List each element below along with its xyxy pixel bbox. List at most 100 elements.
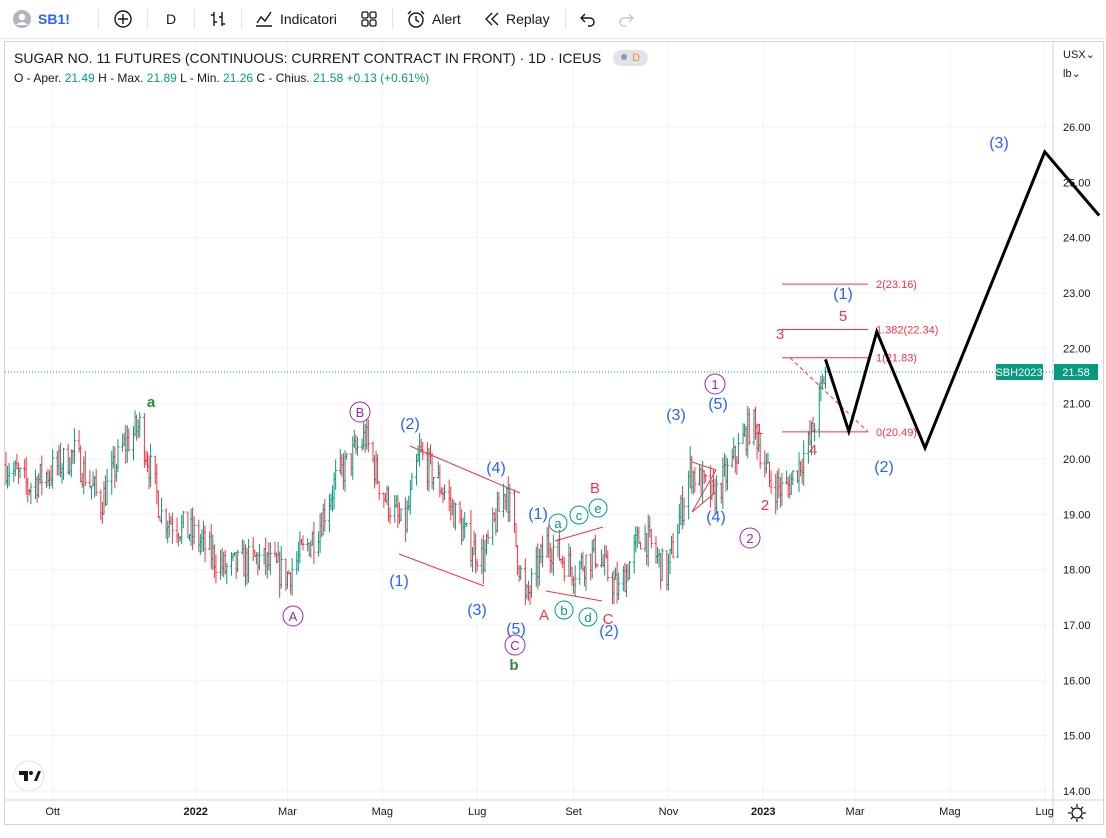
- ohlc-bar: [49, 465, 53, 487]
- wave-4-blue-b: (4): [706, 509, 726, 526]
- compare-button[interactable]: [113, 0, 133, 38]
- wave-b-green: b: [509, 657, 518, 674]
- ohlc-bar: [37, 473, 41, 498]
- ohlc-bar: [26, 477, 30, 503]
- alert-button[interactable]: Alert: [405, 0, 461, 38]
- ohlc-bar: [523, 558, 527, 606]
- chart-type-button[interactable]: [208, 0, 228, 38]
- ohlc-bar: [505, 486, 509, 513]
- ohlc-bar: [394, 495, 398, 508]
- ohlc-bar: [514, 523, 518, 548]
- ohlc-bar: [758, 434, 762, 469]
- ohlc-bar: [332, 472, 336, 510]
- ohlc-bar: [763, 450, 767, 478]
- ohlc-bar: [691, 470, 695, 495]
- ohlc-bar: [225, 562, 229, 585]
- ohlc-bar: [212, 544, 216, 579]
- ohlc-bar: [62, 447, 66, 480]
- ohlc-bar: [732, 437, 736, 460]
- time-tick-label: Ott: [45, 806, 60, 818]
- indicators-button[interactable]: Indicatori: [254, 0, 337, 38]
- replay-button[interactable]: Replay: [482, 0, 550, 38]
- wave-1-circle: [704, 373, 726, 395]
- ohlc-bar: [318, 513, 322, 553]
- undo-button[interactable]: [578, 0, 598, 38]
- ohlc-bar: [396, 494, 400, 529]
- interval-button[interactable]: D: [166, 0, 176, 38]
- wave-1-blue-a: (1): [389, 573, 409, 590]
- triangle-upper-line: [554, 526, 604, 542]
- ohlc-bar: [701, 460, 705, 503]
- ohlc-bar: [464, 522, 468, 528]
- wave-c-teal: c: [576, 508, 583, 523]
- ohlc-bar: [606, 550, 610, 582]
- price-tick-label: 19.00: [1063, 509, 1091, 521]
- settings-gear-icon[interactable]: [1068, 804, 1086, 822]
- ohlc-bar: [677, 504, 681, 534]
- ohlc-bar: [628, 560, 632, 580]
- wave-4-red: 4: [809, 442, 817, 459]
- close-value: 21.58: [313, 71, 344, 85]
- price-tick-label: 23.00: [1063, 288, 1091, 300]
- ohlc-bar: [399, 508, 403, 522]
- price-tick-label: 20.00: [1063, 454, 1091, 466]
- ohlc-bar: [483, 539, 487, 573]
- price-tick-label: 16.00: [1063, 675, 1091, 687]
- low-value: 21.26: [223, 71, 254, 85]
- ohlc-bar: [562, 557, 566, 582]
- ohlc-bar: [257, 543, 261, 571]
- redo-button[interactable]: [616, 0, 636, 38]
- ohlc-bar: [181, 510, 185, 529]
- ohlc-bar: [582, 565, 586, 587]
- ohlc-bar: [659, 553, 663, 590]
- chevron-down-icon: ⌄: [1071, 68, 1081, 80]
- symbol-name: SB1!: [38, 11, 70, 27]
- ohlc-bar: [567, 543, 571, 577]
- ohlc-bar: [649, 529, 653, 549]
- unit-selector[interactable]: lb⌄: [1063, 67, 1081, 80]
- wave-A-red: A: [539, 607, 549, 624]
- ohlc-bar: [234, 552, 238, 579]
- ohlc-bar: [301, 535, 305, 551]
- currency-selector[interactable]: USX⌄: [1063, 48, 1095, 61]
- ohlc-bar: [592, 538, 596, 553]
- ohlc-bar: [144, 450, 148, 465]
- ohlc-bar: [688, 446, 692, 489]
- ohlc-bar: [138, 412, 142, 438]
- last-price-tag[interactable]: SBH2023 21.58: [995, 364, 1098, 380]
- ohlc-bar: [329, 493, 333, 511]
- ohlc-bar: [666, 553, 670, 591]
- ohlc-bar: [474, 533, 478, 574]
- ohlc-bar: [279, 546, 283, 589]
- ohlc-bar: [438, 464, 442, 498]
- redo-icon: [619, 13, 634, 27]
- ohlc-bar: [6, 465, 10, 489]
- ohlc-bar: [702, 469, 706, 485]
- ohlc-bar: [51, 449, 55, 489]
- chevron-down-icon: ⌄: [1085, 49, 1095, 61]
- price-tick-label: 24.00: [1063, 233, 1091, 245]
- ohlc-bar: [747, 408, 751, 446]
- ohlc-bar: [558, 529, 562, 561]
- ohlc-bar: [201, 520, 205, 552]
- symbol-search[interactable]: SB1!: [12, 0, 70, 38]
- ohlc-bar: [568, 546, 572, 578]
- fib-level-label: 2(23.16): [876, 279, 917, 291]
- ohlc-bar: [430, 452, 434, 490]
- ohlc-bar: [638, 541, 642, 550]
- ohlc-bar: [469, 509, 473, 568]
- templates-button[interactable]: [359, 0, 379, 38]
- ohlc-bar: [331, 485, 335, 512]
- indicators-icon: [256, 11, 272, 27]
- ohlc-bar: [34, 469, 38, 500]
- ohlc-bar: [519, 565, 523, 581]
- ohlc-bar: [687, 470, 691, 520]
- wave-5-blue-a: (5): [506, 621, 526, 638]
- ohlc-bar: [276, 541, 280, 563]
- ohlc-bar: [247, 539, 251, 583]
- price-tag-value: 21.58: [1062, 367, 1090, 379]
- wave-b-teal: b: [560, 603, 567, 618]
- triangle-lower-line: [545, 590, 603, 602]
- ohlc-bar: [245, 547, 249, 585]
